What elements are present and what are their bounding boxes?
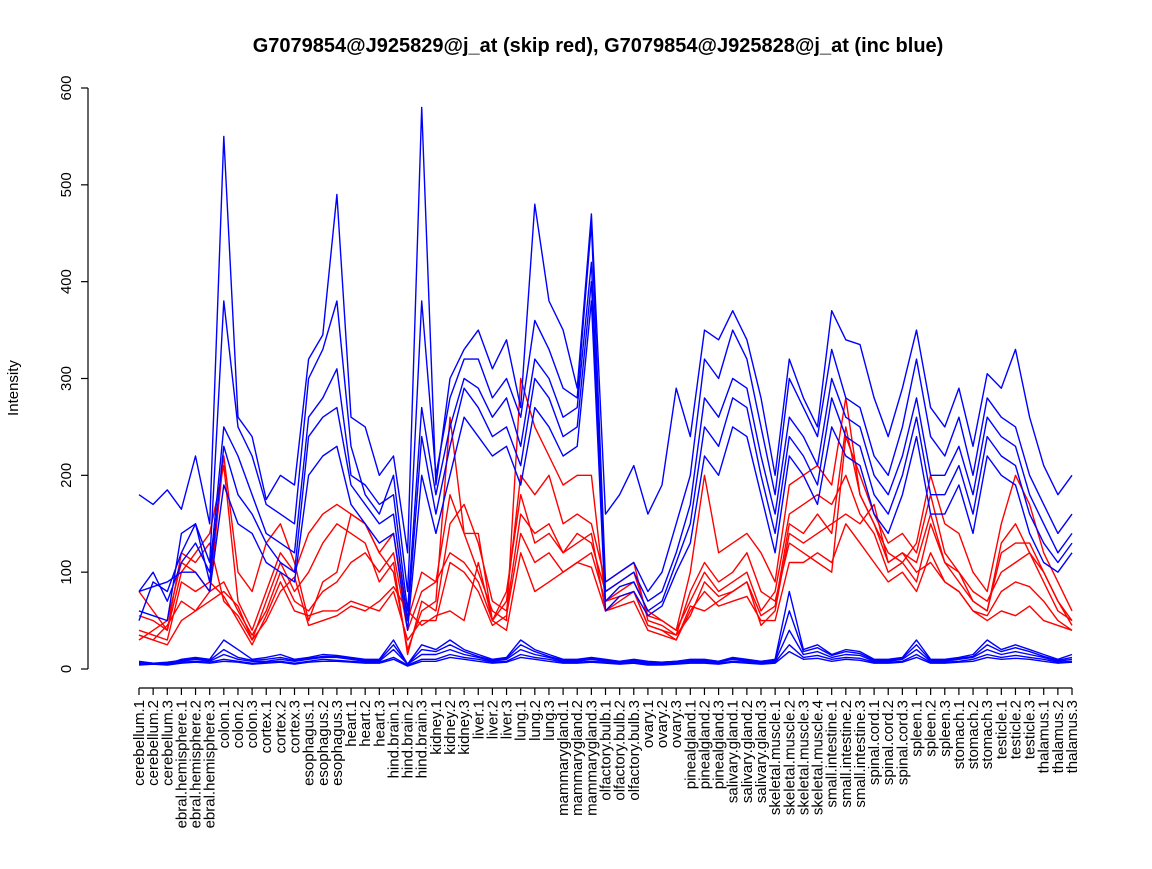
x-tick-label: colon.1 <box>216 700 233 748</box>
x-tick-label: pinealgland.1 <box>682 700 699 789</box>
x-tick-label: ovary.3 <box>668 700 685 748</box>
inc-blue-series-line-11 <box>138 590 1073 665</box>
x-tick-label: testicle.2 <box>1007 700 1024 759</box>
x-tick-label: stomach.2 <box>965 700 982 769</box>
x-tick-label: mammarygland.3 <box>583 700 600 816</box>
x-tick-label: pinealgland.3 <box>711 700 728 789</box>
y-tick-label: 200 <box>58 463 75 488</box>
y-axis: 0 100 200 300 400 500 600 <box>58 75 89 673</box>
x-tick-label: heart.2 <box>357 700 374 747</box>
y-tick-label: 300 <box>58 366 75 391</box>
y-tick-label: 100 <box>58 560 75 585</box>
x-tick-label: hind.brain.1 <box>385 700 402 778</box>
x-tick-label: esophagus.3 <box>329 700 346 786</box>
series-layer <box>138 106 1073 667</box>
x-tick-label: cerebellum.1 <box>131 700 148 786</box>
y-tick-label: 600 <box>58 75 75 100</box>
x-tick-label: skeletal.muscle.4 <box>810 700 827 815</box>
x-tick-label: ebral.hemisphere.1 <box>173 700 190 828</box>
x-tick-label: ovary.1 <box>640 700 657 748</box>
x-tick-label: colon.2 <box>230 700 247 748</box>
inc-blue-series-line-14 <box>138 650 1073 667</box>
chart-title: G7079854@J925829@j_at (skip red), G70798… <box>253 35 944 57</box>
x-tick-label: thalamus.1 <box>1036 700 1053 773</box>
x-tick-label: salivary.gland.3 <box>753 700 770 803</box>
x-tick-label: lung.1 <box>513 700 530 741</box>
x-tick-label: cerebellum.2 <box>145 700 162 786</box>
x-tick-label: ovary.2 <box>654 700 671 748</box>
x-tick-label: spinal.cord.3 <box>894 700 911 785</box>
x-tick-label: testicle.3 <box>1022 700 1039 759</box>
x-tick-label: ebral.hemisphere.3 <box>202 700 219 828</box>
x-tick-label: ebral.hemisphere.2 <box>188 700 205 828</box>
x-tick-label: skeletal.muscle.3 <box>795 700 812 815</box>
x-tick-label: small.intestine.3 <box>852 700 869 808</box>
x-tick-label: spinal.cord.2 <box>880 700 897 785</box>
x-tick-label: salivary.gland.2 <box>739 700 756 803</box>
x-tick-label: lung.3 <box>541 700 558 741</box>
x-tick-label: cortex.3 <box>287 700 304 753</box>
x-tick-label: pinealgland.2 <box>696 700 713 789</box>
x-tick-label: olfactory.bulb.2 <box>612 700 629 801</box>
x-tick-label: kidney.2 <box>442 700 459 755</box>
x-tick-label: small.intestine.2 <box>838 700 855 808</box>
x-tick-label: cortex.2 <box>272 700 289 753</box>
x-tick-label: liver.3 <box>499 700 516 739</box>
x-tick-label: lung.2 <box>527 700 544 741</box>
x-tick-label: kidney.3 <box>456 700 473 755</box>
x-tick-label: small.intestine.1 <box>824 700 841 808</box>
x-tick-label: stomach.1 <box>951 700 968 769</box>
inc-blue-series-line-15 <box>138 610 1073 665</box>
x-tick-label: spleen.3 <box>937 700 954 757</box>
x-tick-label: heart.3 <box>371 700 388 747</box>
x-tick-label: esophagus.2 <box>315 700 332 786</box>
x-tick-label: olfactory.bulb.3 <box>626 700 643 801</box>
x-tick-label: olfactory.bulb.1 <box>598 700 615 801</box>
x-tick-label: testicle.1 <box>993 700 1010 759</box>
x-tick-label: liver.2 <box>484 700 501 739</box>
y-tick-label: 0 <box>58 665 75 673</box>
inc-blue-series-line-6 <box>138 106 1073 554</box>
inc-blue-series-line-13 <box>138 644 1073 666</box>
inc-blue-series-line-10 <box>138 300 1073 631</box>
x-tick-label: kidney.1 <box>428 700 445 755</box>
x-tick-label: skeletal.muscle.2 <box>781 700 798 815</box>
x-tick-label: spleen.2 <box>923 700 940 757</box>
y-tick-label: 400 <box>58 269 75 294</box>
x-tick-label: colon.3 <box>244 700 261 748</box>
x-tick-label: liver.1 <box>470 700 487 739</box>
x-tick-label: skeletal.muscle.1 <box>767 700 784 815</box>
x-tick-label: mammarygland.1 <box>555 700 572 816</box>
x-tick-label: thalamus.2 <box>1050 700 1067 773</box>
y-axis-label: Intensity <box>5 360 22 416</box>
x-tick-label: mammarygland.2 <box>569 700 586 816</box>
x-tick-label: cerebellum.3 <box>159 700 176 786</box>
x-axis: cerebellum.1cerebellum.2cerebellum.3ebra… <box>131 687 1081 828</box>
x-tick-label: esophagus.1 <box>301 700 318 786</box>
x-tick-label: spinal.cord.1 <box>866 700 883 785</box>
x-tick-label: salivary.gland.1 <box>725 700 742 803</box>
x-tick-label: spleen.1 <box>909 700 926 757</box>
x-tick-label: cortex.1 <box>258 700 275 753</box>
x-tick-label: stomach.3 <box>979 700 996 769</box>
x-tick-label: hind.brain.2 <box>400 700 417 778</box>
x-tick-label: heart.1 <box>343 700 360 747</box>
y-tick-label: 500 <box>58 172 75 197</box>
x-tick-label: thalamus.3 <box>1064 700 1081 773</box>
inc-blue-series-line-12 <box>138 629 1073 665</box>
x-tick-label: hind.brain.3 <box>414 700 431 778</box>
